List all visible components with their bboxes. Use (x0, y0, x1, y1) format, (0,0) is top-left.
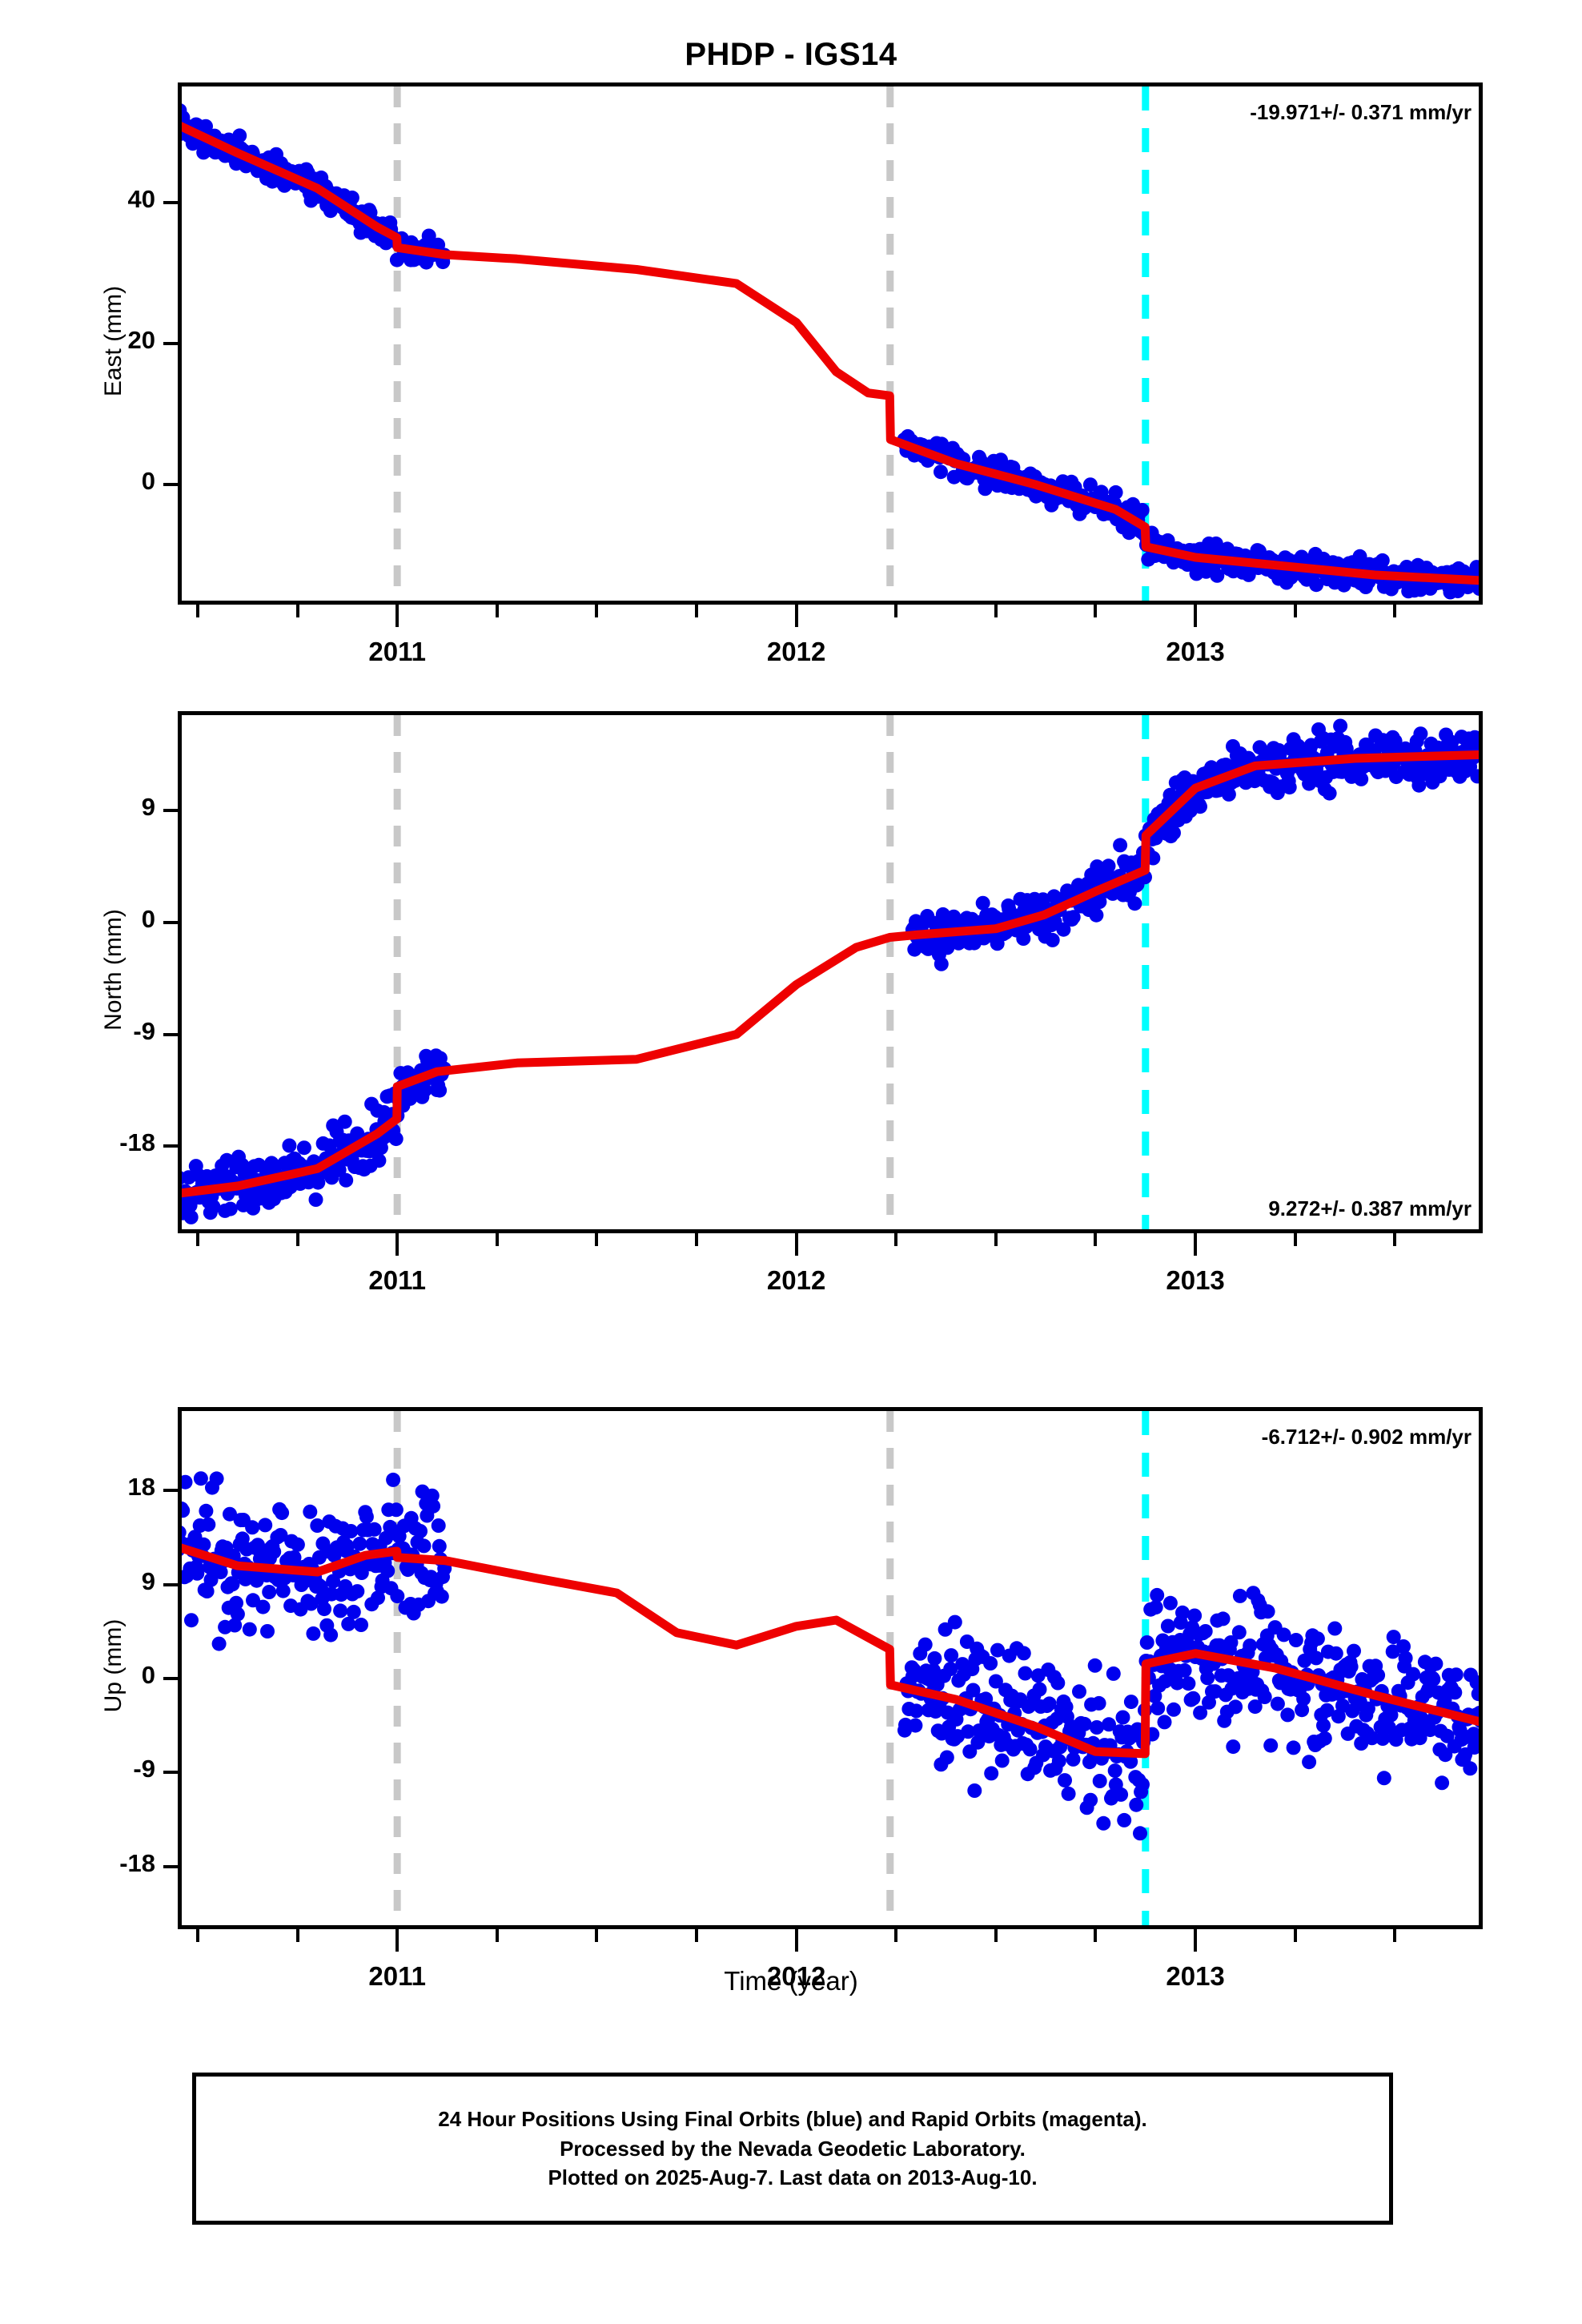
ytick-up-0: 18 (127, 1473, 155, 1502)
xtick-mark-north (994, 1233, 998, 1246)
ytick-mark-up-0 (163, 1489, 178, 1493)
xtick-label-east-1: 2012 (766, 637, 826, 666)
ytick-mark-up-2 (163, 1677, 178, 1681)
rate-annotation-east: -19.971+/- 0.371 mm/yr (1250, 100, 1472, 124)
ytick-north-2: -9 (133, 1016, 155, 1045)
xtick-mark-east (396, 605, 400, 627)
data-points-up (182, 1471, 1479, 1841)
ytick-east-1: 20 (127, 326, 155, 354)
xtick-mark-up (1393, 1929, 1397, 1942)
footer-line-3: Plotted on 2025-Aug-7. Last data on 2013… (548, 2165, 1038, 2190)
y-axis-label-up: Up (mm) (100, 1618, 126, 1713)
ytick-north-3: -18 (119, 1128, 155, 1157)
ytick-mark-north-1 (163, 920, 178, 924)
xtick-mark-east (595, 605, 599, 617)
footer-line-1: 24 Hour Positions Using Final Orbits (bl… (438, 2106, 1147, 2131)
ytick-north-0: 9 (141, 793, 155, 822)
model-fit-line-up (182, 1543, 1479, 1759)
xtick-mark-north (794, 1233, 798, 1256)
xtick-mark-east (994, 605, 998, 617)
xtick-mark-up (1194, 1929, 1198, 1952)
ytick-mark-east-2 (163, 483, 178, 487)
xtick-mark-up (195, 1929, 199, 1942)
xtick-mark-east (1094, 605, 1098, 617)
footer-line-2: Processed by the Nevada Geodetic Laborat… (560, 2136, 1026, 2161)
plot-canvas-north (182, 715, 1479, 1229)
ytick-east-0: 40 (127, 184, 155, 213)
xtick-label-east-2: 2013 (1166, 637, 1225, 666)
xtick-mark-up (894, 1929, 898, 1942)
xtick-mark-east (495, 605, 499, 617)
ytick-mark-up-3 (163, 1771, 178, 1775)
xtick-mark-east (695, 605, 698, 617)
xtick-mark-north (894, 1233, 898, 1246)
ytick-up-1: 9 (141, 1566, 155, 1595)
ytick-mark-east-1 (163, 342, 178, 345)
model-fit-line-east (182, 122, 1479, 585)
ytick-mark-north-0 (163, 809, 178, 813)
ytick-east-2: 0 (141, 467, 155, 496)
xtick-mark-east (1194, 605, 1198, 627)
ytick-mark-up-4 (163, 1864, 178, 1868)
xtick-mark-north (1094, 1233, 1098, 1246)
xtick-mark-up (1293, 1929, 1297, 1942)
model-fit-line-north (182, 750, 1479, 1198)
xtick-label-up-0: 2011 (368, 1961, 426, 1991)
xtick-label-north-2: 2013 (1166, 1265, 1225, 1295)
xtick-mark-north (1393, 1233, 1397, 1246)
xtick-label-up-1: 2012 (766, 1961, 826, 1991)
ytick-north-1: 0 (141, 904, 155, 933)
xtick-mark-up (295, 1929, 299, 1942)
xtick-mark-up (396, 1929, 400, 1952)
xtick-mark-up (695, 1929, 698, 1942)
plot-canvas-up (182, 1411, 1479, 1925)
ytick-up-2: 0 (141, 1661, 155, 1690)
xtick-mark-north (495, 1233, 499, 1246)
xtick-mark-north (1293, 1233, 1297, 1246)
xtick-label-north-0: 2011 (368, 1265, 426, 1295)
footer-caption-box: 24 Hour Positions Using Final Orbits (bl… (192, 2073, 1393, 2225)
x-axis-label: Time (year) (724, 1966, 858, 1996)
page-title: PHDP - IGS14 (685, 37, 897, 72)
rate-annotation-up: -6.712+/- 0.902 mm/yr (1261, 1425, 1472, 1449)
xtick-mark-east (295, 605, 299, 617)
xtick-mark-up (1094, 1929, 1098, 1942)
ytick-mark-east-0 (163, 200, 178, 204)
xtick-label-east-0: 2011 (368, 637, 426, 666)
xtick-mark-east (1393, 605, 1397, 617)
ytick-up-3: -9 (133, 1755, 155, 1783)
xtick-mark-east (195, 605, 199, 617)
xtick-mark-north (195, 1233, 199, 1246)
plot-canvas-east (182, 86, 1479, 601)
xtick-mark-up (794, 1929, 798, 1952)
ytick-mark-up-1 (163, 1582, 178, 1586)
xtick-mark-up (495, 1929, 499, 1942)
xtick-mark-east (1293, 605, 1297, 617)
xtick-mark-east (894, 605, 898, 617)
ytick-mark-north-2 (163, 1032, 178, 1036)
ytick-mark-north-3 (163, 1144, 178, 1148)
xtick-label-north-1: 2012 (766, 1265, 826, 1295)
xtick-mark-north (396, 1233, 400, 1256)
rate-annotation-north: 9.272+/- 0.387 mm/yr (1268, 1196, 1472, 1220)
xtick-label-up-2: 2013 (1166, 1961, 1225, 1991)
xtick-mark-up (994, 1929, 998, 1942)
xtick-mark-north (1194, 1233, 1198, 1256)
xtick-mark-east (794, 605, 798, 627)
ytick-up-4: -18 (119, 1848, 155, 1877)
xtick-mark-north (695, 1233, 698, 1246)
xtick-mark-north (295, 1233, 299, 1246)
xtick-mark-up (595, 1929, 599, 1942)
xtick-mark-north (595, 1233, 599, 1246)
